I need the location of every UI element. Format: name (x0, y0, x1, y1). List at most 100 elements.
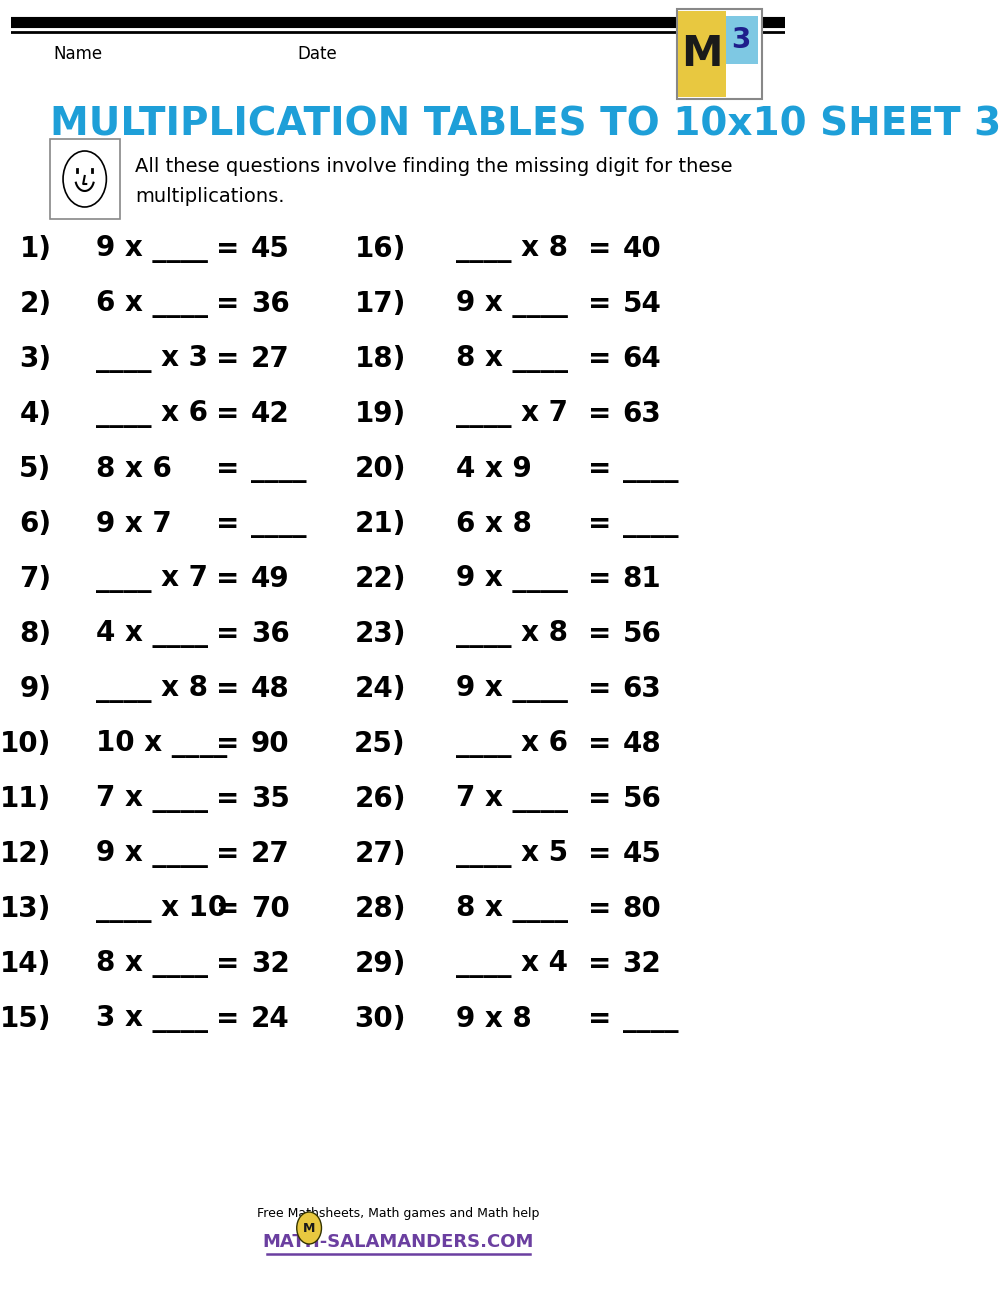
Text: 45: 45 (623, 840, 661, 868)
Text: =: = (216, 236, 240, 263)
Text: 32: 32 (251, 950, 290, 978)
Text: 9): 9) (19, 675, 51, 703)
Text: =: = (588, 730, 611, 758)
Text: 17): 17) (354, 290, 406, 318)
Text: 80: 80 (623, 895, 661, 923)
Text: =: = (588, 1005, 611, 1033)
Text: ____: ____ (251, 510, 307, 538)
Text: 6 x ____: 6 x ____ (96, 290, 208, 318)
Text: 8 x ____: 8 x ____ (96, 950, 208, 978)
Circle shape (63, 151, 106, 207)
Text: 70: 70 (251, 895, 290, 923)
Text: =: = (216, 455, 240, 483)
Text: ____ x 8: ____ x 8 (456, 236, 568, 263)
Text: M: M (303, 1222, 315, 1234)
Text: ____ x 4: ____ x 4 (456, 950, 568, 978)
Text: 7): 7) (19, 565, 51, 593)
Text: =: = (216, 895, 240, 923)
Text: ____: ____ (623, 510, 678, 538)
Text: ____: ____ (623, 1005, 678, 1033)
Text: =: = (216, 950, 240, 978)
Text: 4): 4) (19, 400, 51, 428)
Text: ____: ____ (251, 455, 307, 483)
Text: 42: 42 (251, 400, 290, 428)
Text: 48: 48 (251, 675, 290, 703)
Text: 4 x 9: 4 x 9 (456, 455, 532, 483)
Text: ____ x 7: ____ x 7 (96, 565, 208, 593)
Text: 18): 18) (354, 345, 406, 373)
Text: 49: 49 (251, 565, 290, 593)
FancyBboxPatch shape (50, 138, 120, 219)
Text: ____ x 5: ____ x 5 (456, 840, 568, 868)
Text: 9 x ____: 9 x ____ (456, 290, 568, 318)
Text: =: = (216, 345, 240, 373)
Text: ____ x 7: ____ x 7 (456, 400, 568, 428)
Text: Free Mathsheets, Math games and Math help: Free Mathsheets, Math games and Math hel… (257, 1207, 539, 1220)
Text: =: = (588, 290, 611, 318)
Text: =: = (588, 455, 611, 483)
Text: Date: Date (298, 45, 337, 63)
Text: =: = (216, 290, 240, 318)
Text: ____ x 10: ____ x 10 (96, 895, 228, 923)
Text: 27): 27) (354, 840, 406, 868)
Text: =: = (216, 840, 240, 868)
Text: 4 x ____: 4 x ____ (96, 620, 208, 648)
Text: =: = (588, 895, 611, 923)
Text: 6 x 8: 6 x 8 (456, 510, 532, 538)
Text: 8 x ____: 8 x ____ (456, 895, 568, 923)
Text: ____ x 8: ____ x 8 (456, 620, 568, 648)
Text: multiplications.: multiplications. (135, 186, 285, 206)
Text: 7 x ____: 7 x ____ (96, 785, 208, 813)
Text: 19): 19) (355, 400, 406, 428)
Text: 9 x 7: 9 x 7 (96, 510, 172, 538)
FancyBboxPatch shape (723, 16, 758, 63)
Text: =: = (216, 565, 240, 593)
Text: =: = (588, 236, 611, 263)
Text: 21): 21) (354, 510, 406, 538)
Text: 24): 24) (354, 675, 406, 703)
Text: 9 x 8: 9 x 8 (456, 1005, 532, 1033)
Text: 24: 24 (251, 1005, 290, 1033)
Text: 29): 29) (354, 950, 406, 978)
Text: =: = (216, 675, 240, 703)
Text: 8 x ____: 8 x ____ (456, 345, 568, 373)
Text: =: = (588, 785, 611, 813)
Text: 32: 32 (623, 950, 661, 978)
Text: 26): 26) (354, 785, 406, 813)
Text: 27: 27 (251, 840, 290, 868)
Text: 11): 11) (0, 785, 51, 813)
Text: 12): 12) (0, 840, 51, 868)
Text: ____ x 6: ____ x 6 (96, 400, 208, 428)
Text: Μ: Μ (681, 34, 723, 75)
Text: =: = (588, 840, 611, 868)
Text: 63: 63 (623, 675, 661, 703)
Text: =: = (588, 565, 611, 593)
Text: 22): 22) (354, 565, 406, 593)
Text: 2): 2) (19, 290, 51, 318)
Text: 9 x ____: 9 x ____ (456, 675, 568, 703)
Text: ____ x 8: ____ x 8 (96, 675, 208, 703)
Text: =: = (216, 785, 240, 813)
Text: 6): 6) (19, 510, 51, 538)
Text: 63: 63 (623, 400, 661, 428)
Text: 25): 25) (354, 730, 406, 758)
Text: 9 x ____: 9 x ____ (96, 840, 208, 868)
Text: 27: 27 (251, 345, 290, 373)
Text: =: = (216, 510, 240, 538)
Text: 56: 56 (623, 620, 661, 648)
Text: 48: 48 (623, 730, 661, 758)
Text: 23): 23) (354, 620, 406, 648)
Text: =: = (216, 730, 240, 758)
Text: ____: ____ (623, 455, 678, 483)
Text: 16): 16) (354, 236, 406, 263)
Text: MULTIPLICATION TABLES TO 10x10 SHEET 3: MULTIPLICATION TABLES TO 10x10 SHEET 3 (50, 105, 1000, 144)
Circle shape (297, 1212, 321, 1244)
Text: 56: 56 (623, 785, 661, 813)
Text: 10 x ____: 10 x ____ (96, 730, 228, 758)
Text: =: = (588, 950, 611, 978)
Text: 15): 15) (0, 1005, 51, 1033)
Text: 14): 14) (0, 950, 51, 978)
Text: 90: 90 (251, 730, 290, 758)
Text: 3): 3) (19, 345, 51, 373)
Text: =: = (588, 510, 611, 538)
